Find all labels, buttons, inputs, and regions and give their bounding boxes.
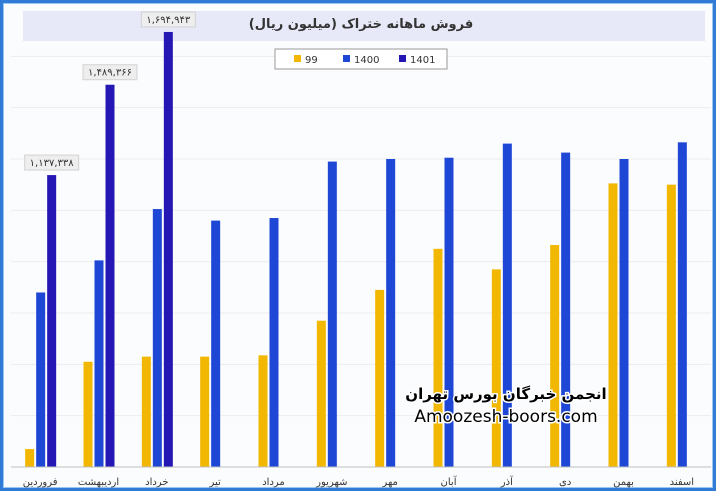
- watermark-line-1: انجمن خبرگان بورس تهران: [405, 385, 606, 403]
- category-label-6: شهریور: [315, 477, 347, 488]
- category-label-4: تیر: [209, 477, 222, 488]
- bar-1400-8: [444, 157, 454, 467]
- bar-99-1: [25, 449, 35, 467]
- bar-1400-6: [327, 161, 337, 468]
- category-label-1: فروردین: [23, 477, 58, 488]
- data-label-box-2: [82, 64, 138, 81]
- bar-1400-9: [502, 143, 512, 467]
- legend-swatch-99: [294, 55, 301, 62]
- bar-1401-1: [47, 175, 57, 467]
- gridlines: [11, 55, 711, 417]
- data-label-3: ۱,۶۹۴,۹۴۳: [146, 15, 191, 26]
- category-label-12: اسفند: [670, 477, 694, 488]
- category-label-11: بهمن: [613, 477, 634, 488]
- bar-chart: فروش ماهانه ختراک (میلیون ریال) 99 1400 …: [11, 11, 711, 488]
- bar-1400-11: [619, 159, 629, 467]
- bar-99-12: [666, 184, 676, 467]
- legend-swatch-1401: [399, 55, 406, 62]
- bar-99-7: [375, 289, 385, 467]
- data-label-1: ۱,۱۳۷,۳۳۸: [30, 158, 75, 169]
- category-label-3: خرداد: [145, 477, 168, 488]
- category-label-7: مهر: [381, 477, 397, 488]
- bar-99-10: [550, 244, 560, 467]
- bar-99-4: [200, 356, 210, 467]
- bar-99-8: [433, 248, 443, 467]
- data-label-box-3: [140, 11, 196, 28]
- legend: 99 1400 1401: [274, 48, 448, 70]
- category-label-8: آبان: [441, 475, 458, 488]
- legend-label-1400: 1400: [354, 55, 379, 66]
- category-label-10: دی: [559, 477, 571, 488]
- data-labels-layer: ۱,۱۳۷,۳۳۸ ۱,۴۸۹,۳۶۶ ۱,۶۹۴,۹۴۳: [24, 11, 196, 171]
- bar-99-2: [83, 361, 93, 467]
- category-labels: فروردین اردیبهشت خرداد تیر مرداد شهریور مهر آبا…: [23, 475, 694, 488]
- watermark-line-2: Amoozesh-boors.com: [414, 407, 597, 427]
- bar-99-6: [316, 320, 326, 467]
- bar-1400-5: [269, 218, 279, 467]
- bar-99-5: [258, 355, 268, 467]
- bar-1401-3: [163, 31, 173, 467]
- bar-99-9: [491, 269, 501, 467]
- bar-1400-7: [386, 159, 396, 467]
- legend-swatch-1400: [343, 55, 350, 62]
- category-label-5: مرداد: [262, 477, 285, 488]
- bar-1400-2: [94, 260, 104, 467]
- bar-1401-2: [105, 84, 115, 467]
- category-label-9: آذر: [500, 475, 514, 488]
- bars-layer: [25, 31, 687, 468]
- bar-99-11: [608, 183, 618, 467]
- data-label-2: ۱,۴۸۹,۳۶۶: [88, 68, 132, 79]
- bar-1400-12: [677, 142, 687, 468]
- legend-label-99: 99: [305, 55, 318, 66]
- bar-1400-4: [211, 220, 221, 467]
- legend-box: [274, 48, 448, 70]
- category-label-2: اردیبهشت: [78, 477, 119, 488]
- bar-1400-3: [152, 209, 162, 468]
- bar-1400-10: [561, 152, 571, 468]
- chart-title: فروش ماهانه ختراک (میلیون ریال): [249, 17, 473, 32]
- bar-99-3: [141, 356, 151, 467]
- title-band: [23, 11, 705, 41]
- legend-label-1401: 1401: [410, 55, 435, 66]
- data-label-box-1: [24, 154, 80, 171]
- bar-1400-1: [36, 292, 46, 467]
- watermark: انجمن خبرگان بورس تهران Amoozesh-boors.c…: [404, 384, 608, 429]
